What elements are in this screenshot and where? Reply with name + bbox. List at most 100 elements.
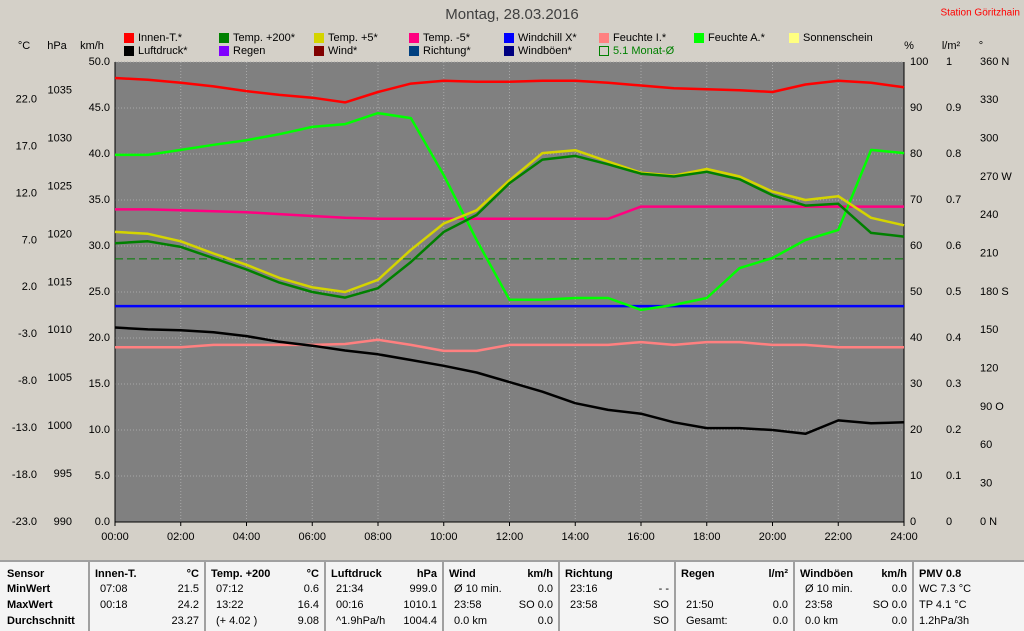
table-column: Richtung 23:16 - - 23:58 SO SO [560,562,674,631]
legend-swatch [694,33,704,43]
y-tick-label: -3.0 [18,328,37,340]
cell-time: Ø 10 min. [454,583,502,595]
x-tick-label: 18:00 [693,531,721,543]
group-title: Richtung [565,568,613,580]
legend-label: 5.1 Monat-Ø [613,45,675,57]
cell-value: 9.08 [297,615,319,627]
group-unit: l/m² [768,568,788,580]
cell-value: 0.0 [537,583,553,595]
y-tick-label: 0.9 [946,102,961,114]
y-tick-label: 0.7 [946,194,961,206]
x-tick-label: 02:00 [167,531,195,543]
series-line [115,338,904,353]
y-tick-label: 0.6 [946,240,961,252]
cell-time: 21:34 [336,583,364,595]
cell-time: 0.0 km [805,615,839,627]
legend-label: Temp. +200* [233,32,296,44]
x-tick-label: 04:00 [233,531,261,543]
cell-value: 21.5 [177,583,199,595]
station: Station Göritzhain [941,8,1021,19]
x-tick-label: 22:00 [824,531,852,543]
cell-value: 0.0 [891,583,907,595]
legend-swatch [504,46,514,56]
y-tick-label: 330 [980,94,998,106]
table-column: PMV 0.8 WC 7.3 °C TP 4.1 °C 1.2hPa/3h [914,562,1024,631]
legend-label: Regen [233,45,265,57]
legend-swatch [219,46,229,56]
cell-time: ^1.9hPa/h [336,615,386,627]
axis-unit: l/m² [942,40,961,52]
y-tick-label: 20 [910,424,922,436]
y-tick-label: 0.2 [946,424,961,436]
legend-label: Feuchte A.* [708,32,766,44]
series-line [114,326,905,436]
group-title: Luftdruck [331,568,382,580]
group-title: PMV 0.8 [919,568,962,580]
cell-value: 16.4 [297,599,319,611]
cell-time: 0.0 km [454,615,488,627]
cell-value: 999.0 [409,583,437,595]
group-unit: hPa [416,568,437,580]
cell-time: 00:16 [336,599,364,611]
cell-value: 1010.1 [403,599,437,611]
table-column: Sensor MinWert MaxWert Durchschnitt [0,562,88,631]
cell-value: 0.0 [772,615,788,627]
y-tick-label: 0.1 [946,470,961,482]
table-header: Sensor [7,568,45,580]
y-tick-label: 15.0 [89,378,110,390]
cell-value: 0.0 [537,615,553,627]
x-tick-label: 16:00 [627,531,655,543]
y-tick-label: 1015 [48,276,72,288]
legend-label: Windböen* [518,45,573,57]
row-label: MinWert [7,583,51,595]
sensor-table: Sensor MinWert MaxWert Durchschnitt Innen-T.… [0,560,1024,631]
y-tick-label: 17.0 [16,140,37,152]
y-tick-label: 5.0 [95,470,110,482]
y-tick-label: 90 O [980,401,1004,413]
table-column: Regen l/m² 21:50 0.0 Gesamt: 0.0 [676,562,793,631]
y-tick-label: 995 [54,468,72,480]
y-tick-label: -8.0 [18,375,37,387]
y-tick-label: 1005 [48,372,72,384]
x-tick-label: 10:00 [430,531,458,543]
group-title: Regen [681,568,715,580]
table-column: Luftdruck hPa 21:34 999.0 00:16 1010.1 ^1.9hPa… [326,562,442,631]
y-tick-label: 100 [910,56,928,68]
y-tick-label: 30 [910,378,922,390]
series-line [114,76,905,104]
chart-title: Montag, 28.03.2016 [445,6,578,23]
y-tick-label: 40 [910,332,922,344]
y-tick-label: 70 [910,194,922,206]
cell-time: 07:12 [216,583,244,595]
y-tick-label: 1035 [48,85,72,97]
table-column: Wind km/h Ø 10 min. 0.0 23:58 SO 0.0 0.0 km 0.0 [444,562,558,631]
y-tick-label: 240 [980,209,998,221]
y-tick-label: -23.0 [12,516,37,528]
group-title: Innen-T. [95,568,137,580]
y-tick-label: 0.8 [946,148,961,160]
y-tick-label: 180 S [980,286,1009,298]
group-unit: km/h [881,568,907,580]
series-line [114,154,905,299]
legend-swatch [124,33,134,43]
y-tick-label: 25.0 [89,286,110,298]
y-tick-label: 270 W [980,171,1012,183]
legend-label: Richtung* [423,45,471,57]
y-tick-label: 60 [910,240,922,252]
y-tick-label: 2.0 [22,281,37,293]
y-tick-label: 120 [980,363,998,375]
y-tick-label: 1 [946,56,952,68]
cell-value: 0.0 [772,599,788,611]
cell-time: 21:50 [686,599,714,611]
group-title: Temp. +200 [211,568,271,580]
cell-time: Gesamt: [686,615,728,627]
cell-value: 1004.4 [403,615,437,627]
y-tick-label: 0 [946,516,952,528]
cell-time: 23:16 [570,583,598,595]
cell-value: 0.0 [891,615,907,627]
group-unit: km/h [527,568,553,580]
table-column: Temp. +200 °C 07:12 0.6 13:22 16.4 (+ 4.02 ) 9.… [206,562,324,631]
legend-swatch [599,33,609,43]
cell-time: 00:18 [100,599,128,611]
legend-label: Innen-T.* [138,32,183,44]
